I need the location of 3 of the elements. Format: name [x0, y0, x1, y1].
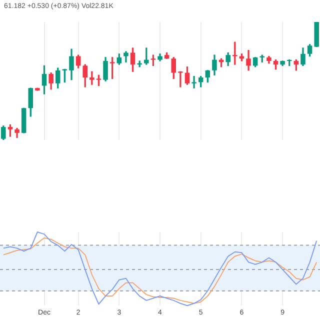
candlestick [192, 76, 196, 88]
candlestick [137, 60, 142, 68]
candlestick [178, 71, 183, 88]
